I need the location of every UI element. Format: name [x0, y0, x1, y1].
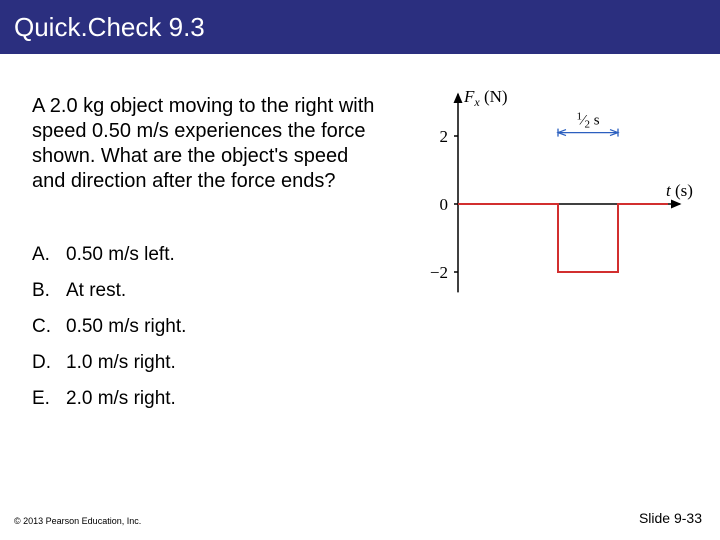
- choice-text: At rest.: [66, 280, 126, 302]
- svg-text:Fx (N): Fx (N): [463, 87, 508, 109]
- choice-letter: E.: [32, 388, 66, 410]
- chart-svg: 2 0 −2 Fx (N) t (s) 1⁄2 s: [410, 84, 700, 304]
- choice-letter: C.: [32, 316, 66, 338]
- svg-text:2: 2: [440, 127, 449, 146]
- force-time-chart: 2 0 −2 Fx (N) t (s) 1⁄2 s: [410, 84, 700, 304]
- slide-title: Quick.Check 9.3: [14, 12, 205, 43]
- title-bar: Quick.Check 9.3: [0, 0, 720, 54]
- svg-text:0: 0: [440, 195, 449, 214]
- choice-text: 1.0 m/s right.: [66, 352, 176, 374]
- choice-letter: B.: [32, 280, 66, 302]
- choice-row: D.1.0 m/s right.: [32, 352, 692, 374]
- svg-text:1⁄2 s: 1⁄2 s: [576, 111, 599, 131]
- choice-text: 0.50 m/s left.: [66, 244, 175, 266]
- choice-row: C.0.50 m/s right.: [32, 316, 692, 338]
- choice-letter: A.: [32, 244, 66, 266]
- svg-text:t (s): t (s): [666, 181, 693, 200]
- slide-number: Slide 9-33: [639, 510, 702, 526]
- svg-text:−2: −2: [430, 263, 448, 282]
- content-area: A 2.0 kg object moving to the right with…: [0, 54, 720, 410]
- question-text: A 2.0 kg object moving to the right with…: [32, 94, 382, 194]
- choice-row: E.2.0 m/s right.: [32, 388, 692, 410]
- choice-text: 0.50 m/s right.: [66, 316, 186, 338]
- choice-letter: D.: [32, 352, 66, 374]
- copyright-text: © 2013 Pearson Education, Inc.: [14, 516, 141, 526]
- choice-text: 2.0 m/s right.: [66, 388, 176, 410]
